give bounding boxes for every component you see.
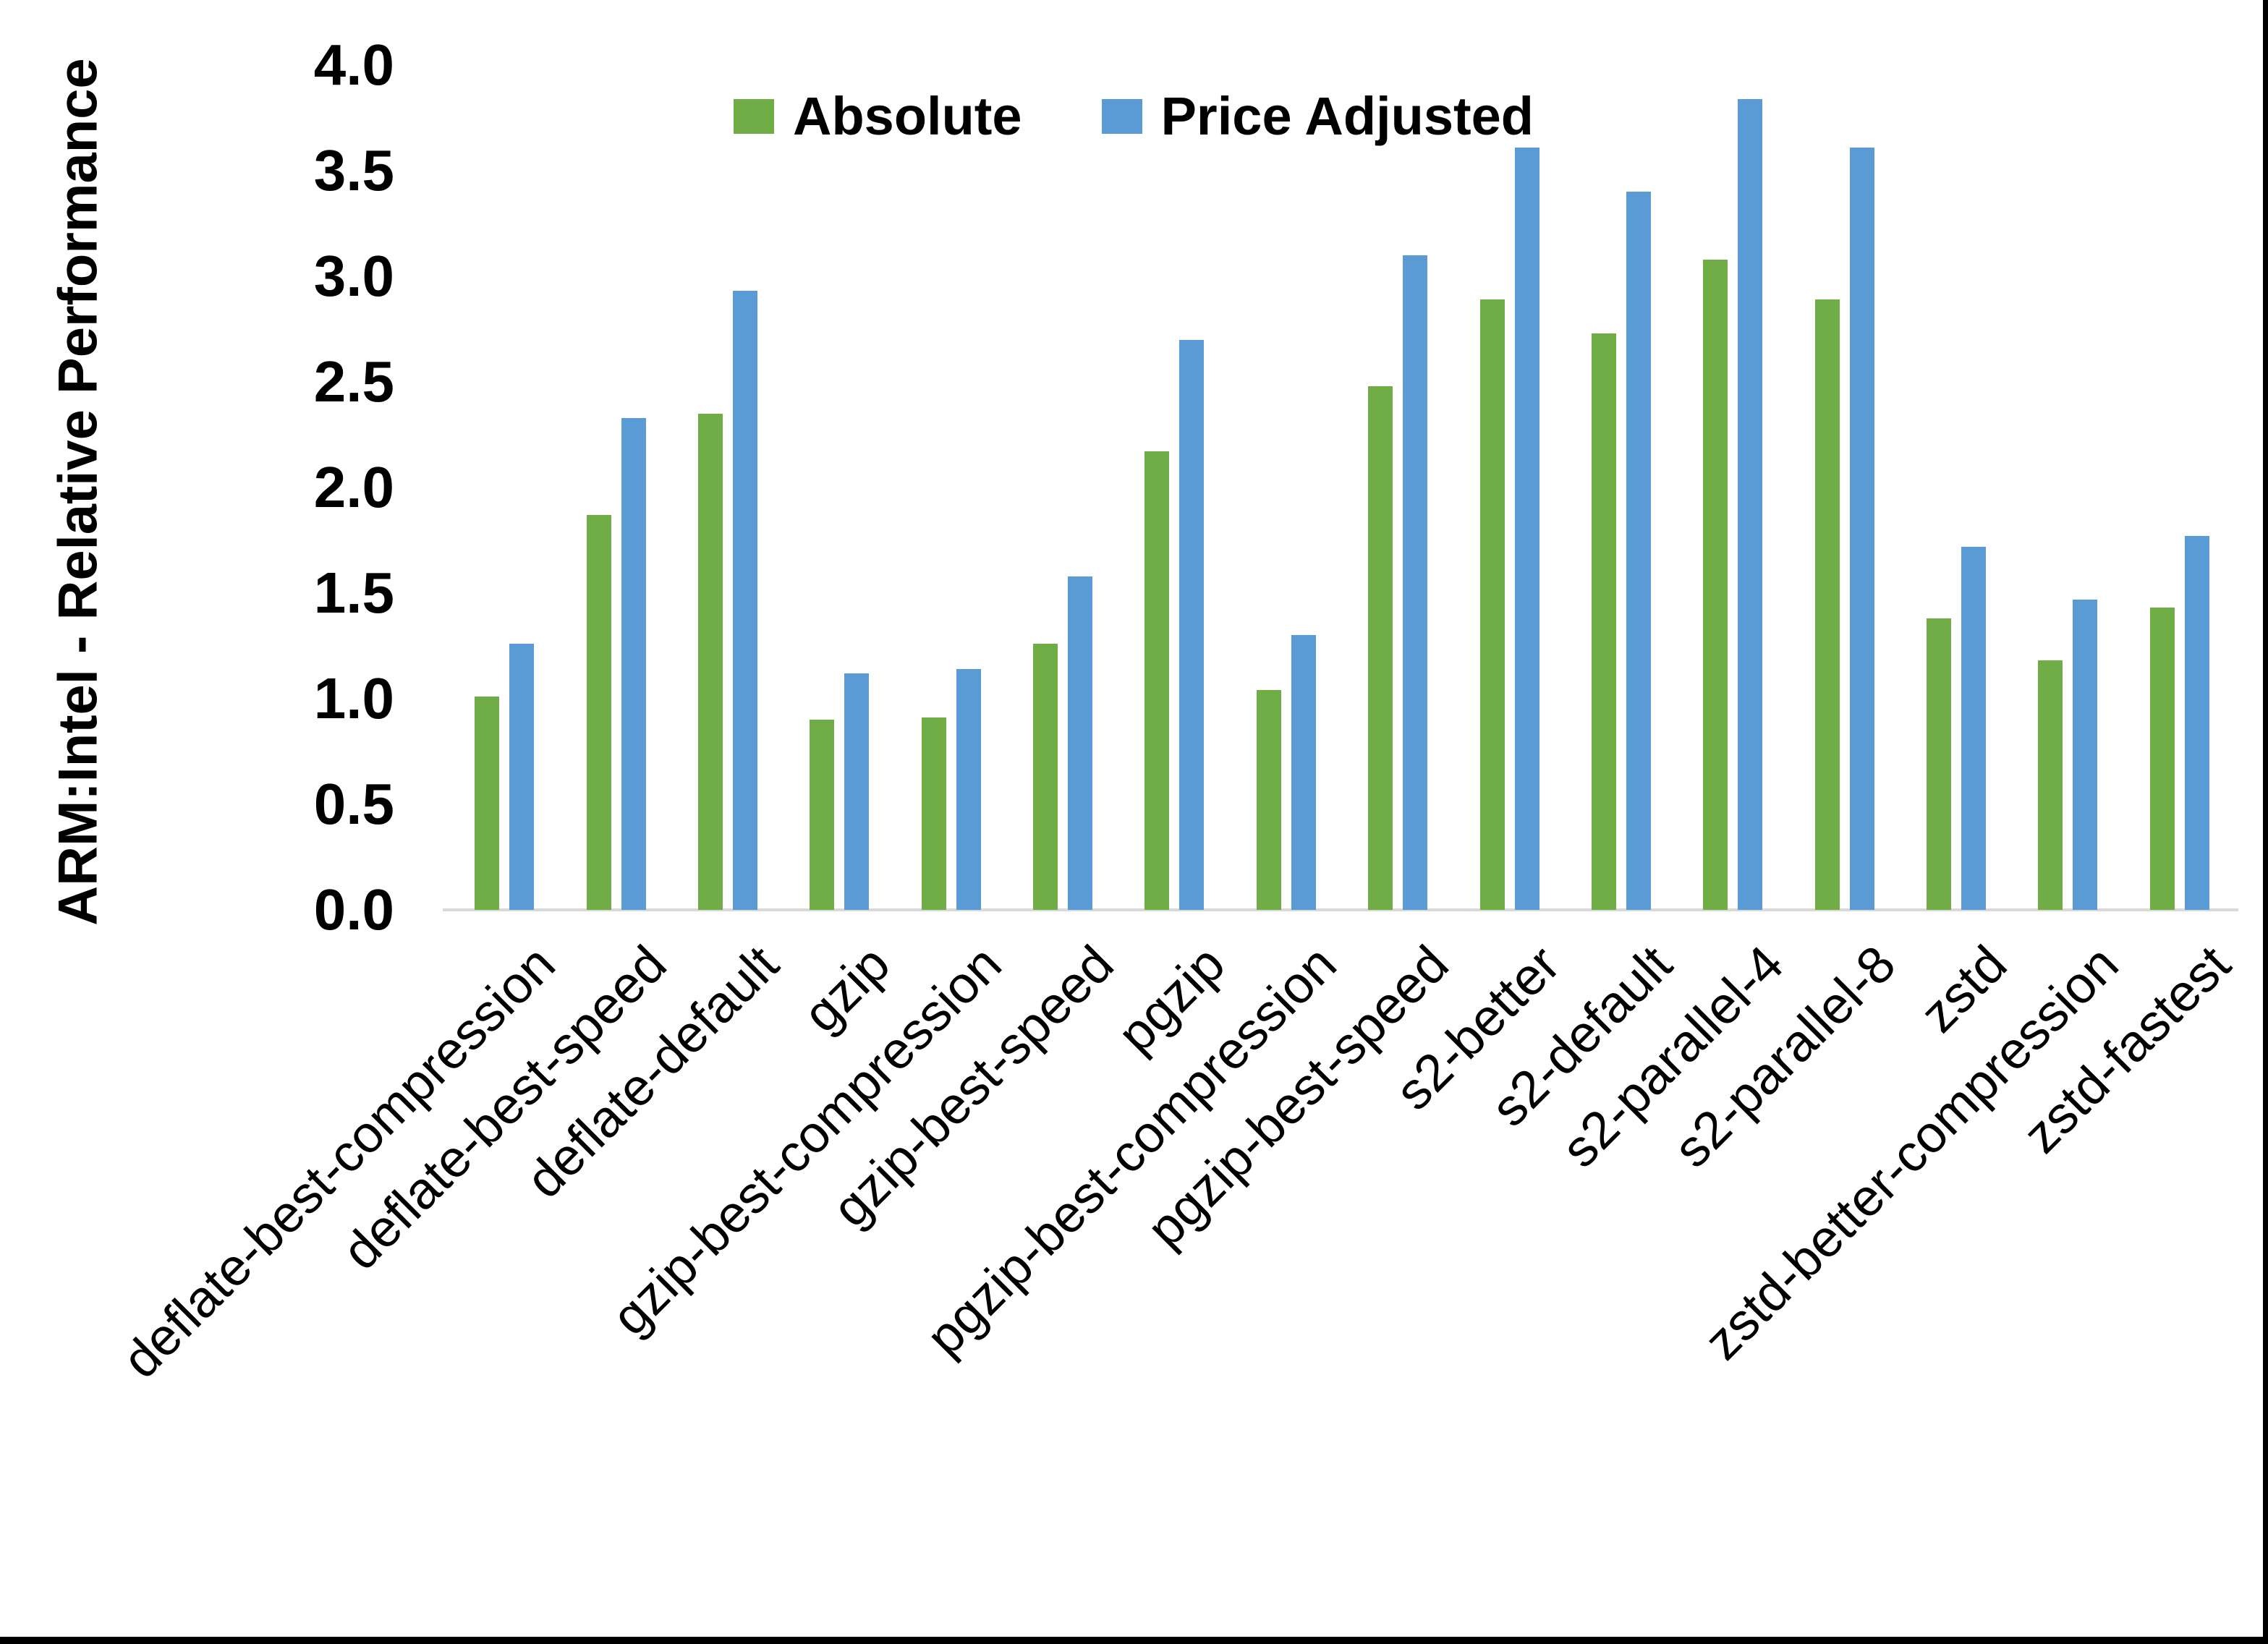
bar-group-deflate-default: [672, 65, 783, 910]
y-axis-title: ARM:Intel - Relative Performance: [47, 58, 109, 926]
x-axis-line: [443, 908, 2238, 911]
bar-absolute: [1479, 299, 1505, 910]
bar-price-adjusted: [1068, 576, 1093, 910]
bar-price-adjusted: [1738, 99, 1763, 910]
bar-absolute: [2149, 608, 2175, 910]
bar-absolute: [697, 414, 723, 910]
y-tick-label: 2.5: [313, 349, 394, 414]
bar-group-zstd: [1900, 65, 2012, 910]
legend-label: Absolute: [793, 86, 1022, 146]
bar-price-adjusted: [621, 418, 646, 910]
y-tick-label: 2.0: [313, 455, 394, 519]
bar-group-zstd-better-compression: [2012, 65, 2123, 910]
bar-price-adjusted: [1291, 635, 1316, 910]
legend-swatch-icon: [1101, 98, 1142, 134]
bar-price-adjusted: [1626, 192, 1651, 910]
bar-absolute: [921, 717, 946, 910]
bar-price-adjusted: [1849, 148, 1874, 910]
y-tick-label: 3.0: [313, 244, 394, 308]
bar-group-gzip: [783, 65, 895, 910]
bar-group-gzip-best-speed: [1007, 65, 1118, 910]
y-tick-label: 0.0: [313, 877, 394, 942]
bar-absolute: [1256, 690, 1281, 910]
bar-absolute: [586, 515, 611, 910]
bar-absolute: [1703, 260, 1728, 910]
bar-absolute: [810, 720, 835, 910]
bar-absolute: [1591, 333, 1616, 910]
bar-group-pgzip-best-speed: [1342, 65, 1453, 910]
bar-price-adjusted: [1961, 547, 1987, 910]
bar-price-adjusted: [844, 673, 870, 910]
bar-group-pgzip: [1118, 65, 1230, 910]
frame-bottom-edge: [0, 1637, 2268, 1644]
bar-price-adjusted: [509, 644, 535, 910]
bar-absolute: [1368, 386, 1393, 910]
legend-label: Price Adjusted: [1160, 86, 1534, 146]
bar-group-s2-parallel-4: [1677, 65, 1788, 910]
bar-absolute: [2038, 660, 2063, 910]
legend: Absolute Price Adjusted: [734, 85, 1534, 147]
bar-group-deflate-best-speed: [560, 65, 671, 910]
y-tick-label: 3.5: [313, 138, 394, 203]
bar-group-zstd-fastest: [2124, 65, 2235, 910]
bar-group-s2-parallel-8: [1789, 65, 1900, 910]
bar-price-adjusted: [2184, 536, 2209, 910]
bar-group-gzip-best-compression: [896, 65, 1007, 910]
bar-absolute: [475, 697, 500, 910]
bar-price-adjusted: [1403, 255, 1428, 910]
legend-item-absolute: Absolute: [734, 85, 1022, 147]
bar-group-pgzip-best-compression: [1231, 65, 1342, 910]
legend-item-price-adjusted: Price Adjusted: [1101, 85, 1534, 147]
bar-price-adjusted: [2073, 600, 2098, 910]
bar-price-adjusted: [1179, 340, 1205, 910]
bar-price-adjusted: [1514, 148, 1539, 910]
bar-group-s2-better: [1453, 65, 1565, 910]
y-tick-label: 1.5: [313, 561, 394, 625]
plot-area: [449, 65, 2235, 910]
y-tick-label: 0.5: [313, 772, 394, 836]
bar-price-adjusted: [732, 291, 757, 910]
bar-absolute: [1814, 299, 1840, 910]
bar-group-deflate-best-compression: [449, 65, 560, 910]
frame-right-edge: [2263, 0, 2268, 1644]
y-tick-label: 4.0: [313, 33, 394, 97]
x-axis-label-deflate-best-compression: deflate-best-compression: [111, 934, 566, 1389]
bar-absolute: [1927, 618, 1952, 910]
bar-absolute: [1144, 451, 1170, 910]
bar-absolute: [1033, 644, 1058, 910]
legend-swatch-icon: [734, 98, 775, 134]
bar-group-s2-default: [1566, 65, 1677, 910]
y-tick-label: 1.0: [313, 666, 394, 731]
bar-price-adjusted: [956, 669, 981, 910]
